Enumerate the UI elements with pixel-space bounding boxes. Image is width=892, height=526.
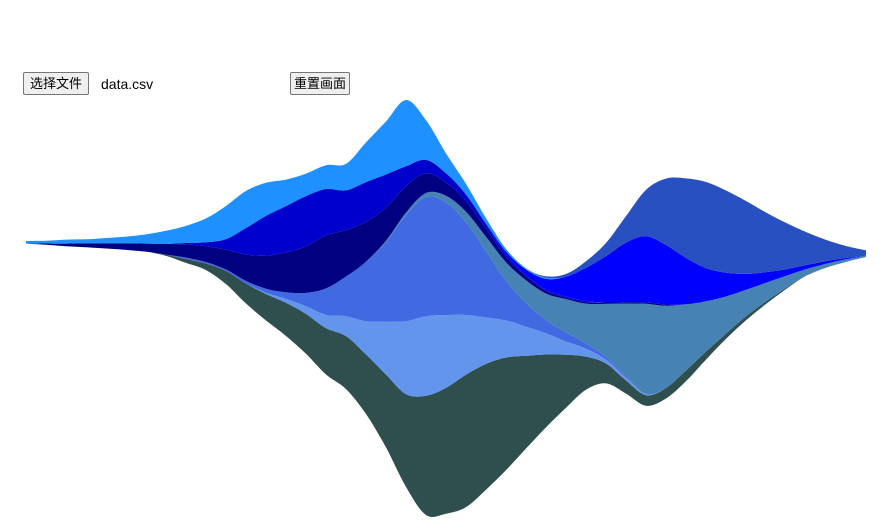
reset-view-button[interactable]: 重置画面 bbox=[290, 72, 351, 95]
selected-file-name: data.csv bbox=[101, 76, 154, 92]
stream-layer-2[interactable] bbox=[26, 243, 866, 397]
choose-file-button[interactable]: 选择文件 bbox=[23, 72, 90, 95]
stream-layer-7[interactable] bbox=[26, 159, 866, 305]
stream-layer-9[interactable] bbox=[26, 99, 866, 279]
stream-layer-5[interactable] bbox=[26, 173, 866, 306]
stream-layer-3[interactable] bbox=[26, 196, 866, 395]
stream-layer-4[interactable] bbox=[26, 191, 866, 395]
toolbar: 选择文件 data.csv 重置画面 bbox=[0, 0, 892, 110]
stream-layer-1[interactable] bbox=[26, 243, 866, 517]
